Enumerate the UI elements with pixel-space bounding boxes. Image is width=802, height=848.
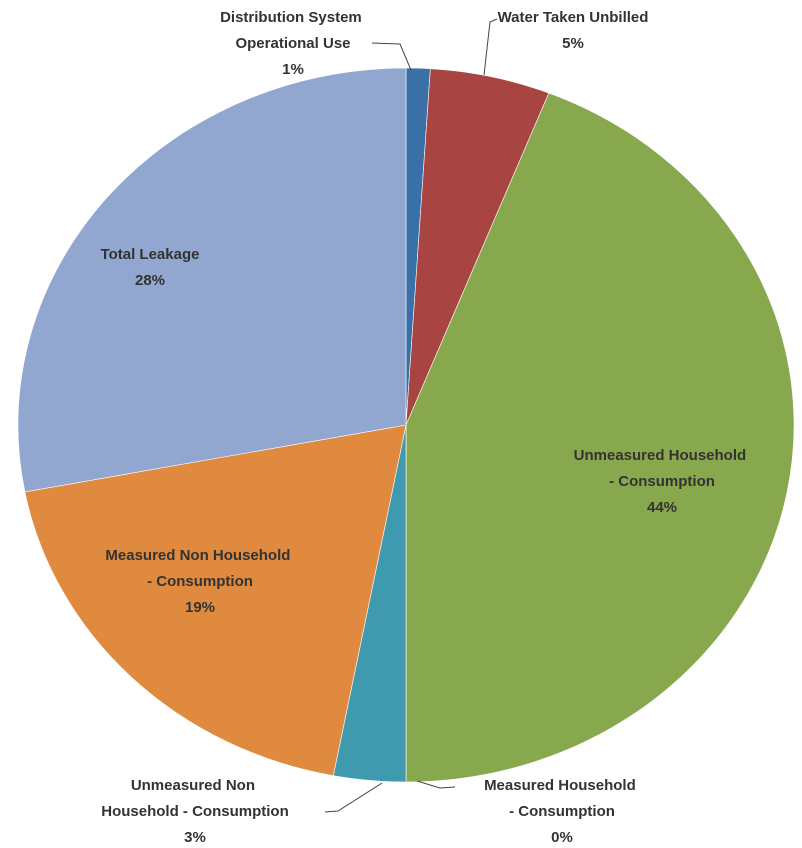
slice-value-label: 19% — [185, 599, 215, 616]
slice-value-label: 1% — [282, 61, 304, 78]
leader-line — [416, 780, 456, 789]
slice-label: Distribution System Operational Use — [220, 9, 366, 52]
slice-label: Total Leakage — [101, 246, 200, 263]
leader-line — [371, 42, 412, 71]
slice-label: Water Taken Unbilled — [498, 9, 649, 26]
leader-line — [483, 18, 498, 76]
pie-slice — [24, 424, 407, 777]
pie-slice — [17, 67, 407, 493]
leader-line — [324, 782, 383, 813]
slice-value-label: 5% — [562, 35, 584, 52]
slice-label: Measured Non Household - Consumption — [105, 547, 294, 590]
slice-label: Measured Household - Consumption — [484, 777, 640, 820]
pie — [17, 67, 795, 783]
slice-label: Unmeasured Household - Consumption — [574, 447, 751, 490]
slice-value-label: 44% — [647, 499, 677, 516]
slice-value-label: 3% — [184, 829, 206, 846]
slice-value-label: 0% — [551, 829, 573, 846]
slice-value-label: 28% — [135, 272, 165, 289]
leader-lines — [324, 18, 498, 813]
slice-label: Unmeasured Non Household - Consumption — [101, 777, 288, 820]
pie-slice — [405, 92, 795, 783]
